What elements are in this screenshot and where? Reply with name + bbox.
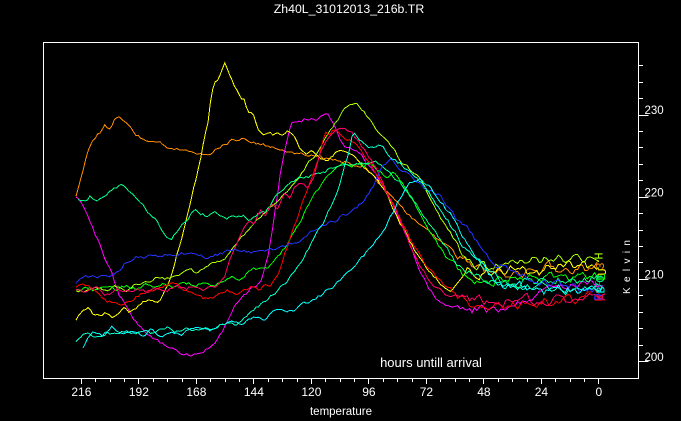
svg-text:hours untill arrival: hours untill arrival (380, 355, 482, 370)
svg-text:24: 24 (535, 385, 549, 399)
svg-text:U: U (596, 268, 610, 275)
svg-text:Zh40L_31012013_216b.TR: Zh40L_31012013_216b.TR (274, 2, 425, 16)
svg-text:72: 72 (420, 385, 434, 399)
svg-text:210: 210 (645, 270, 664, 282)
svg-text:H: H (592, 252, 606, 259)
svg-text:168: 168 (186, 385, 206, 399)
svg-text:192: 192 (129, 385, 149, 399)
svg-text:144: 144 (244, 385, 264, 399)
svg-text:R: R (592, 294, 606, 301)
svg-text:O: O (594, 275, 608, 282)
svg-text:F: F (593, 280, 607, 287)
svg-text:96: 96 (362, 385, 376, 399)
svg-text:3: 3 (594, 262, 608, 269)
svg-text:A: A (595, 293, 609, 301)
svg-text:E: E (595, 273, 609, 280)
svg-text:200: 200 (645, 352, 664, 364)
svg-text:temperature: temperature (310, 406, 372, 418)
svg-text:220: 220 (645, 187, 664, 199)
svg-text:B: B (595, 286, 609, 293)
svg-text:0: 0 (596, 385, 603, 399)
svg-text:48: 48 (477, 385, 491, 399)
svg-text:D: D (592, 293, 606, 300)
svg-text:120: 120 (301, 385, 321, 399)
svg-text:216: 216 (71, 385, 91, 399)
svg-text:230: 230 (645, 105, 664, 117)
svg-text:C: C (592, 284, 606, 291)
